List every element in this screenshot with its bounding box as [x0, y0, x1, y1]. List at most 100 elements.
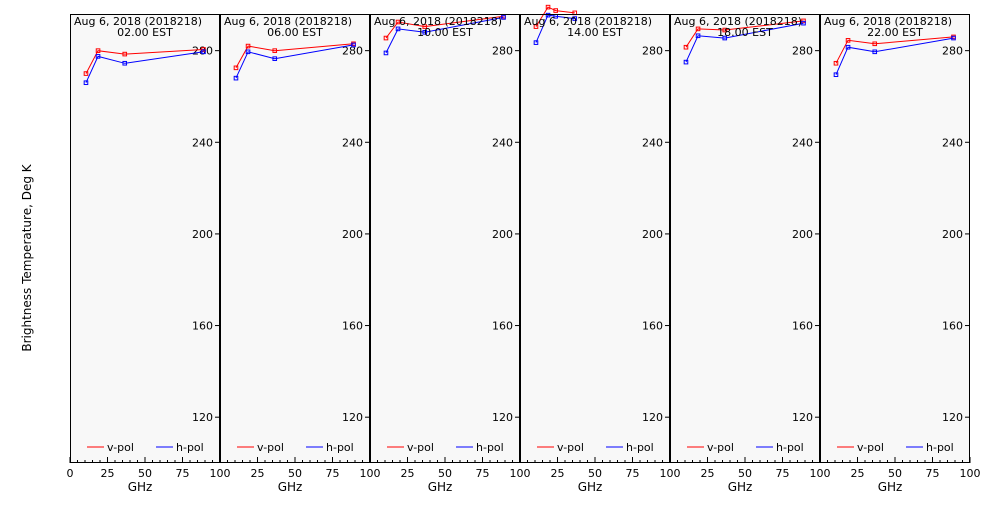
- y-tick-label: 280: [642, 45, 663, 58]
- data-point-v-pol: [683, 44, 689, 50]
- panel-title: Aug 6, 2018 (2018218): [224, 15, 352, 28]
- legend-label-h-pol: h-pol: [176, 441, 204, 454]
- x-tick-label: 100: [360, 467, 381, 480]
- series-line-v-pol: [535, 6, 575, 27]
- legend-label-v-pol: v-pol: [257, 441, 284, 454]
- series-line-h-pol: [85, 51, 204, 83]
- y-tick-label: 120: [792, 411, 813, 424]
- data-point-h-pol: [501, 15, 506, 20]
- legend-label-h-pol: h-pol: [326, 441, 354, 454]
- data-point-v-pol: [845, 38, 851, 43]
- y-tick-label: 200: [342, 228, 363, 241]
- panel-6: 120 160 200 240 280 25 50 75 100 GHz Aug 6, 2018 (…: [819, 14, 981, 494]
- panel-frame: [70, 14, 220, 463]
- y-tick-label: 120: [642, 411, 663, 424]
- data-point-h-pol: [351, 42, 356, 48]
- data-point-h-pol: [833, 72, 839, 78]
- x-tick-label: 50: [738, 467, 752, 480]
- panel-title: Aug 6, 2018 (2018218): [674, 15, 802, 28]
- data-point-h-pol: [545, 12, 551, 18]
- y-tick-label: 160: [492, 320, 513, 333]
- series-line-h-pol: [385, 16, 504, 54]
- x-tick-label: 100: [810, 467, 831, 480]
- data-point-v-pol: [545, 4, 551, 10]
- data-point-v-pol: [395, 19, 401, 25]
- data-point-h-pol: [572, 16, 578, 21]
- data-point-v-pol: [872, 41, 878, 47]
- data-point-h-pol: [722, 35, 728, 41]
- x-axis-label: GHz: [728, 480, 753, 494]
- y-tick-label: 120: [492, 411, 513, 424]
- panel-5: 120 160 200 240 280 25 50 75 100 GHz Aug 6, 2018 (…: [669, 14, 831, 494]
- data-point-h-pol: [245, 49, 251, 55]
- legend-label-h-pol: h-pol: [626, 441, 654, 454]
- data-point-h-pol: [533, 40, 539, 45]
- x-tick-label: 25: [851, 467, 865, 480]
- data-point-v-pol: [245, 43, 251, 49]
- plot-area: [220, 14, 370, 463]
- x-tick-label: 75: [626, 467, 640, 480]
- x-tick-label: 75: [176, 467, 190, 480]
- y-tick-label: 200: [642, 228, 663, 241]
- data-point-v-pol: [83, 71, 89, 76]
- y-tick-label: 280: [942, 45, 963, 58]
- panel-frame: [820, 14, 970, 463]
- series-line-h-pol: [685, 22, 804, 63]
- data-point-v-pol: [553, 8, 559, 13]
- data-point-v-pol: [272, 48, 278, 53]
- plot-area: [370, 14, 520, 463]
- y-tick-label: 200: [192, 228, 213, 241]
- y-tick-label: 240: [492, 136, 513, 149]
- data-point-v-pol: [422, 24, 428, 29]
- y-tick-label: 240: [642, 136, 663, 149]
- panel-subtitle: 06.00 EST: [267, 26, 323, 39]
- x-axis-label: GHz: [578, 480, 603, 494]
- data-point-v-pol: [233, 65, 239, 71]
- plot-area: [70, 14, 220, 463]
- x-tick-label: 50: [138, 467, 152, 480]
- y-tick-label: 240: [192, 136, 213, 149]
- plot-area: [820, 14, 970, 463]
- legend-label-v-pol: v-pol: [557, 441, 584, 454]
- x-tick-label: 25: [101, 467, 115, 480]
- data-point-v-pol: [833, 60, 839, 66]
- data-point-h-pol: [951, 35, 956, 41]
- data-point-v-pol: [695, 26, 701, 32]
- y-tick-label: 200: [942, 228, 963, 241]
- y-tick-label: 200: [792, 228, 813, 241]
- data-point-v-pol: [383, 35, 389, 41]
- x-axis-label: GHz: [878, 480, 903, 494]
- y-tick-label: 120: [342, 411, 363, 424]
- panel-subtitle: 18.00 EST: [717, 26, 773, 39]
- y-tick-label: 160: [342, 320, 363, 333]
- y-tick-label: 160: [792, 320, 813, 333]
- x-axis-label: GHz: [428, 480, 453, 494]
- plot-area: [670, 14, 820, 463]
- panel-title: Aug 6, 2018 (2018218): [524, 15, 652, 28]
- x-tick-label: 50: [438, 467, 452, 480]
- x-tick-label: 25: [401, 467, 415, 480]
- panel-subtitle: 14.00 EST: [567, 26, 623, 39]
- panel-4: 120 160 200 240 280 25 50 75 100 GHz Aug 6, 2018 (…: [519, 4, 681, 494]
- y-tick-label: 160: [942, 320, 963, 333]
- data-point-h-pol: [272, 56, 278, 61]
- x-tick-label: 75: [776, 467, 790, 480]
- x-tick-label: 25: [701, 467, 715, 480]
- legend-label-v-pol: v-pol: [857, 441, 884, 454]
- y-tick-label: 280: [792, 45, 813, 58]
- y-tick-label: 240: [942, 136, 963, 149]
- y-tick-label: 240: [792, 136, 813, 149]
- x-tick-label: 50: [888, 467, 902, 480]
- series-line-v-pol: [235, 43, 354, 69]
- panel-title: Aug 6, 2018 (2018218): [74, 15, 202, 28]
- y-tick-label: 280: [342, 45, 363, 58]
- data-point-h-pol: [695, 33, 701, 39]
- panel-title: Aug 6, 2018 (2018218): [824, 15, 952, 28]
- x-tick-label: 100: [660, 467, 681, 480]
- x-tick-label: 75: [326, 467, 340, 480]
- data-point-h-pol: [122, 60, 128, 66]
- panel-title: Aug 6, 2018 (2018218): [374, 15, 502, 28]
